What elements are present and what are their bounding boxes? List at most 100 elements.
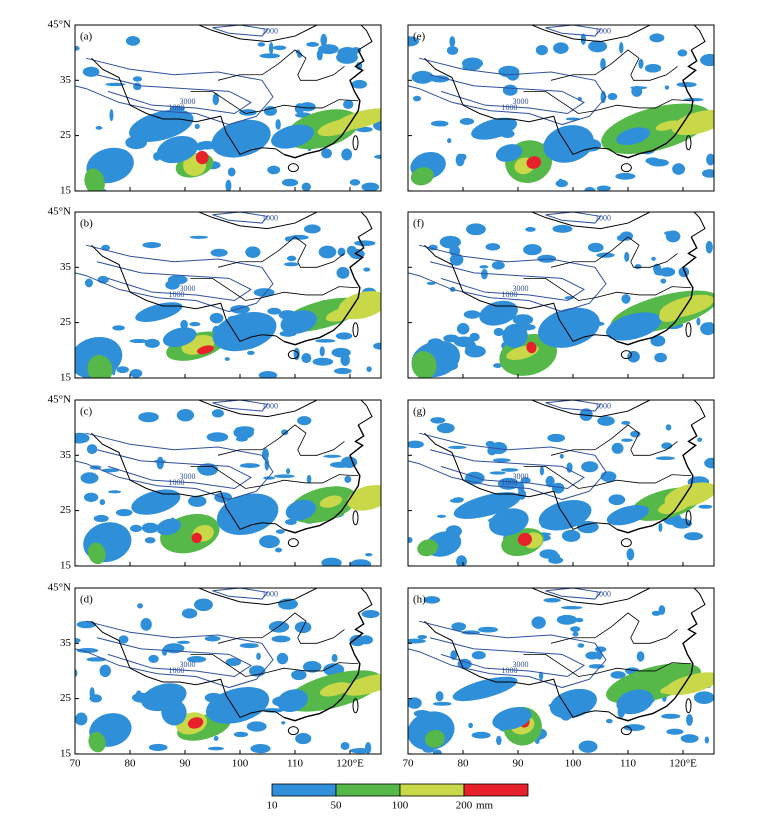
precip-patch xyxy=(233,731,249,738)
coastline xyxy=(616,236,698,346)
precip-patch xyxy=(671,109,714,136)
contour-label: 1000 xyxy=(262,401,278,410)
precip-patch xyxy=(95,126,103,130)
island xyxy=(620,163,632,173)
precip-patch xyxy=(132,76,143,82)
precip-patch xyxy=(87,542,106,565)
panel-label: (f) xyxy=(413,218,424,230)
precip-patch xyxy=(665,230,681,243)
precip-patch xyxy=(660,682,690,694)
precip-patch xyxy=(449,498,464,503)
river xyxy=(523,465,692,489)
precip-patch xyxy=(349,179,361,186)
contour-3000 xyxy=(96,449,252,490)
precip-patch xyxy=(301,352,312,364)
precip-patch xyxy=(302,661,322,673)
precip-patch xyxy=(547,433,566,443)
precip-patch xyxy=(498,65,520,78)
precip-patch xyxy=(271,124,314,149)
precip-patch xyxy=(281,429,289,436)
island xyxy=(352,698,359,714)
border xyxy=(197,400,373,426)
precip-patch xyxy=(274,547,283,553)
precip-patch xyxy=(80,472,99,484)
precip-patch xyxy=(195,150,209,165)
coastline xyxy=(283,236,365,346)
precip-patch xyxy=(574,617,584,623)
border xyxy=(91,432,285,531)
precip-patch xyxy=(258,370,278,378)
contour-label: 1000 xyxy=(595,26,611,35)
precip-patch xyxy=(246,721,267,732)
precip-patch xyxy=(660,278,667,284)
precip-patch xyxy=(129,109,194,143)
precip-patch xyxy=(331,654,338,663)
precip-patch xyxy=(212,92,220,106)
precip-patch xyxy=(549,688,597,719)
precip-patch xyxy=(558,178,563,186)
precip-patch xyxy=(659,307,682,322)
precip-patch xyxy=(317,118,359,137)
colorbar-label: 200 xyxy=(456,800,473,812)
contour-label: 1000 xyxy=(502,290,518,299)
precip-patch xyxy=(301,182,311,191)
precip-patch xyxy=(412,95,422,102)
precip-patch xyxy=(624,251,630,262)
precip-patch xyxy=(502,323,528,348)
border xyxy=(91,620,285,719)
precip-patch xyxy=(88,731,106,753)
precip-patch xyxy=(693,691,714,705)
precip-patch xyxy=(453,336,475,348)
precip-patch xyxy=(275,119,281,130)
island xyxy=(685,322,692,338)
precip-patch xyxy=(210,248,228,257)
river xyxy=(217,424,345,456)
precip-patch xyxy=(616,127,651,146)
precip-patch xyxy=(443,334,460,343)
border xyxy=(91,244,285,343)
contour-1000 xyxy=(408,620,607,689)
precip-patch xyxy=(577,643,585,648)
river xyxy=(523,90,692,114)
precip-patch xyxy=(410,167,434,186)
precip-patch xyxy=(331,347,351,358)
precip-patch xyxy=(606,312,662,341)
precip-patch xyxy=(162,327,197,348)
precip-patch xyxy=(212,312,277,352)
island xyxy=(287,538,299,548)
panel-label: (b) xyxy=(80,218,93,230)
precip-patch xyxy=(523,244,542,256)
lat-label: 15 xyxy=(60,747,72,759)
precip-patch xyxy=(366,366,372,372)
precip-patch xyxy=(87,355,113,378)
lat-label: 25 xyxy=(60,692,72,704)
precip-patch xyxy=(276,689,309,712)
precip-patch xyxy=(556,614,578,625)
precip-patch xyxy=(572,631,579,637)
panel-frame xyxy=(74,587,382,755)
precip-patch xyxy=(336,51,358,64)
precip-patch xyxy=(76,647,99,653)
precip-patch xyxy=(306,474,312,484)
precip-patch xyxy=(607,92,618,101)
precip-patch xyxy=(493,363,503,369)
lat-label: 15 xyxy=(60,184,72,196)
precip-patch xyxy=(343,673,381,696)
precip-patch xyxy=(621,420,631,425)
precip-patch xyxy=(180,319,188,330)
precip-patch xyxy=(650,335,666,347)
precip-patch xyxy=(125,36,141,46)
precip-patch xyxy=(319,682,351,697)
precip-patch xyxy=(525,227,536,232)
precip-patch xyxy=(209,312,224,324)
precip-patch xyxy=(500,468,519,472)
precip-patch xyxy=(538,500,592,531)
precip-patch xyxy=(188,495,207,507)
lon-label: 70 xyxy=(70,758,82,770)
panel-frame xyxy=(74,24,382,192)
precip-patch xyxy=(512,314,534,326)
precip-patch xyxy=(101,468,120,473)
